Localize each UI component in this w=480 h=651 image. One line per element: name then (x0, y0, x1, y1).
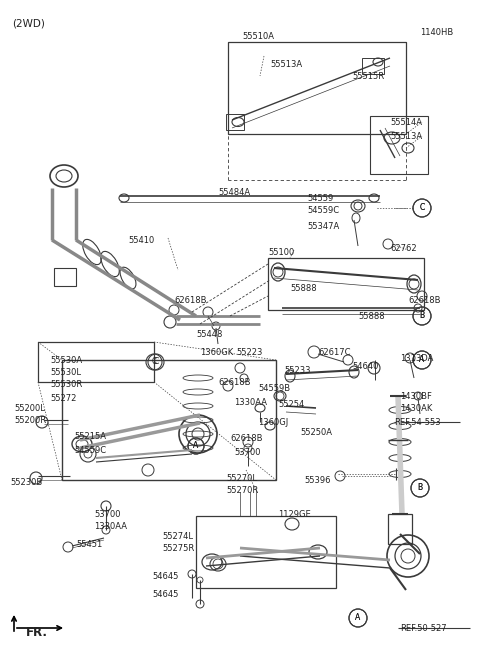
Text: C: C (420, 204, 425, 212)
Text: 62617C: 62617C (318, 348, 350, 357)
Text: 55514A: 55514A (390, 118, 422, 127)
Text: 55448: 55448 (196, 330, 222, 339)
Text: 55250A: 55250A (300, 428, 332, 437)
Text: 62618B: 62618B (408, 296, 441, 305)
Text: 1330AA: 1330AA (234, 398, 267, 407)
Bar (268, 258, 424, 310)
Text: B: B (420, 311, 425, 320)
Text: A: A (193, 441, 199, 450)
Text: 55510A: 55510A (242, 32, 274, 41)
Text: FR.: FR. (26, 626, 48, 639)
Text: 54559B: 54559B (258, 384, 290, 393)
Text: A: A (193, 441, 199, 450)
Text: 55272: 55272 (50, 394, 76, 403)
Text: A: A (355, 613, 360, 622)
Text: 55513A: 55513A (390, 132, 422, 141)
Text: 55530R: 55530R (50, 380, 82, 389)
Text: 1313DA: 1313DA (400, 354, 433, 363)
Text: 55233: 55233 (284, 366, 311, 375)
Bar (388, 514, 412, 544)
Text: 62618B: 62618B (230, 434, 263, 443)
Text: 1430AK: 1430AK (400, 404, 432, 413)
Text: 54645: 54645 (152, 590, 179, 599)
Bar (62, 360, 276, 480)
Bar (228, 42, 406, 134)
Text: B: B (420, 311, 425, 320)
Bar (54, 268, 76, 286)
Text: 55223: 55223 (236, 348, 263, 357)
Text: 1330AA: 1330AA (94, 522, 127, 531)
Text: 55215A: 55215A (74, 432, 106, 441)
Text: 55888: 55888 (358, 312, 384, 321)
Bar (196, 516, 336, 588)
Text: 55396: 55396 (304, 476, 331, 485)
Text: 54559C: 54559C (74, 446, 106, 455)
Bar (362, 58, 384, 74)
Text: 55230B: 55230B (10, 478, 42, 487)
Text: A: A (420, 355, 425, 365)
Text: C: C (420, 204, 425, 212)
Text: 55274L: 55274L (162, 532, 193, 541)
Text: 55515R: 55515R (352, 72, 384, 81)
Text: 55530L: 55530L (50, 368, 81, 377)
Text: B: B (418, 484, 422, 493)
Text: 55200R: 55200R (14, 416, 46, 425)
Text: 55347A: 55347A (307, 222, 339, 231)
Text: A: A (355, 613, 360, 622)
Text: 55270R: 55270R (226, 486, 258, 495)
Text: 1430BF: 1430BF (400, 392, 432, 401)
Text: 53700: 53700 (234, 448, 261, 457)
Text: 55410: 55410 (128, 236, 154, 245)
Text: 1360GJ: 1360GJ (258, 418, 288, 427)
Text: 55270L: 55270L (226, 474, 257, 483)
Text: 55100: 55100 (268, 248, 294, 257)
Text: C: C (151, 357, 156, 367)
Text: 54640: 54640 (352, 362, 378, 371)
Text: A: A (420, 355, 425, 365)
Text: 55484A: 55484A (218, 188, 250, 197)
Text: 62618B: 62618B (218, 378, 251, 387)
Text: 55530A: 55530A (50, 356, 82, 365)
Text: 55275R: 55275R (162, 544, 194, 553)
Text: 55451: 55451 (76, 540, 102, 549)
Text: 54559: 54559 (307, 194, 333, 203)
Bar (370, 116, 428, 174)
Text: 55513A: 55513A (270, 60, 302, 69)
Text: 55200L: 55200L (14, 404, 45, 413)
Text: REF.54-553: REF.54-553 (394, 418, 441, 427)
Text: 54559C: 54559C (307, 206, 339, 215)
Text: C: C (154, 357, 158, 367)
Text: (2WD): (2WD) (12, 18, 45, 28)
Text: 62762: 62762 (390, 244, 417, 253)
Text: 62618B: 62618B (174, 296, 206, 305)
Text: 55254: 55254 (278, 400, 304, 409)
Text: REF.50-527: REF.50-527 (400, 624, 446, 633)
Text: 53700: 53700 (94, 510, 120, 519)
Text: B: B (418, 484, 422, 493)
Text: 1360GK: 1360GK (200, 348, 233, 357)
Bar (226, 114, 244, 130)
Bar (38, 342, 154, 382)
Text: 54645: 54645 (152, 572, 179, 581)
Text: 55888: 55888 (290, 284, 317, 293)
Text: 1129GE: 1129GE (278, 510, 311, 519)
Text: 1140HB: 1140HB (420, 28, 453, 37)
